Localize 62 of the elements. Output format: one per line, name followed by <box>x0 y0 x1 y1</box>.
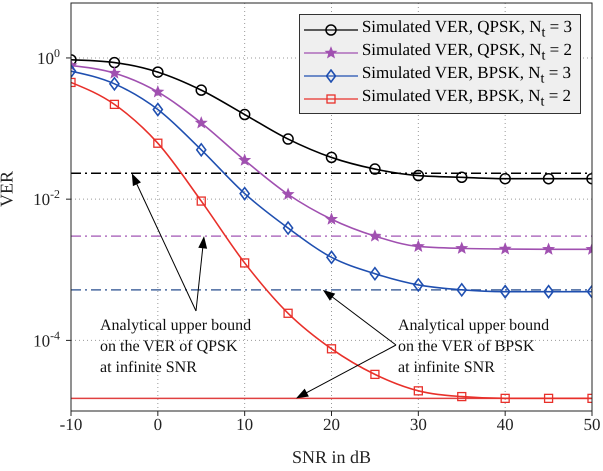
point <box>413 278 424 292</box>
y-tick-label: 10$^{-2}$ <box>33 187 60 210</box>
point <box>543 284 554 298</box>
annotation: Analytical upper bound on the VER of BPSK at infinite SNR <box>398 317 550 376</box>
point <box>500 394 510 404</box>
point <box>370 370 380 380</box>
x-tick-label: 50 <box>584 415 600 434</box>
point <box>283 308 293 318</box>
point <box>542 243 555 254</box>
point <box>368 230 381 242</box>
point <box>544 394 554 404</box>
x-tick-label: 30 <box>410 415 427 434</box>
point <box>369 163 381 175</box>
point <box>239 186 250 200</box>
point <box>412 170 424 182</box>
point <box>414 386 423 396</box>
point <box>456 242 468 254</box>
y-tick-label: 10$^{0}$ <box>37 46 60 68</box>
point <box>110 100 120 110</box>
point <box>152 86 164 98</box>
point <box>457 392 466 402</box>
y-axis-title: VER <box>0 171 16 207</box>
point <box>282 188 294 200</box>
x-tick-label: 10 <box>236 415 254 434</box>
legend-label: Simulated VER, BPSK, N$_{t}$ = 2 <box>362 86 572 111</box>
point <box>108 56 120 68</box>
point <box>196 196 206 206</box>
point <box>153 138 162 148</box>
x-tick-label: 0 <box>154 415 162 434</box>
legend-label: Simulated VER, QPSK, N$_{t}$ = 3 <box>362 17 572 42</box>
point <box>240 258 250 268</box>
point <box>326 344 336 354</box>
point <box>152 66 164 78</box>
point <box>370 266 380 280</box>
point <box>108 66 120 78</box>
annotation: Analytical upper bound on the VER of QPSK at infinite SNR <box>100 317 252 376</box>
point <box>238 108 250 120</box>
point <box>152 102 164 116</box>
point <box>325 212 338 224</box>
point <box>195 116 208 128</box>
x-tick-label: 40 <box>496 415 514 434</box>
point <box>109 77 120 91</box>
point <box>196 143 207 157</box>
point <box>456 172 468 184</box>
point <box>500 284 510 298</box>
point <box>412 240 424 252</box>
point <box>542 172 554 184</box>
point <box>456 283 468 297</box>
x-tick-label: 20 <box>323 415 340 434</box>
y-tick-label: 10$^{-4}$ <box>33 328 60 350</box>
point <box>238 154 251 166</box>
x-tick-label: -10 <box>60 415 82 434</box>
point <box>499 242 512 254</box>
point <box>326 152 338 164</box>
x-axis-title: SNR in dB <box>292 447 372 467</box>
point <box>499 172 511 184</box>
point <box>196 84 207 96</box>
legend-label: Simulated VER, QPSK, N$_{t}$ = 2 <box>362 40 572 65</box>
legend-label: Simulated VER, BPSK, N$_{t}$ = 3 <box>362 63 572 88</box>
point <box>326 250 337 264</box>
point <box>282 133 294 145</box>
point <box>282 221 294 235</box>
